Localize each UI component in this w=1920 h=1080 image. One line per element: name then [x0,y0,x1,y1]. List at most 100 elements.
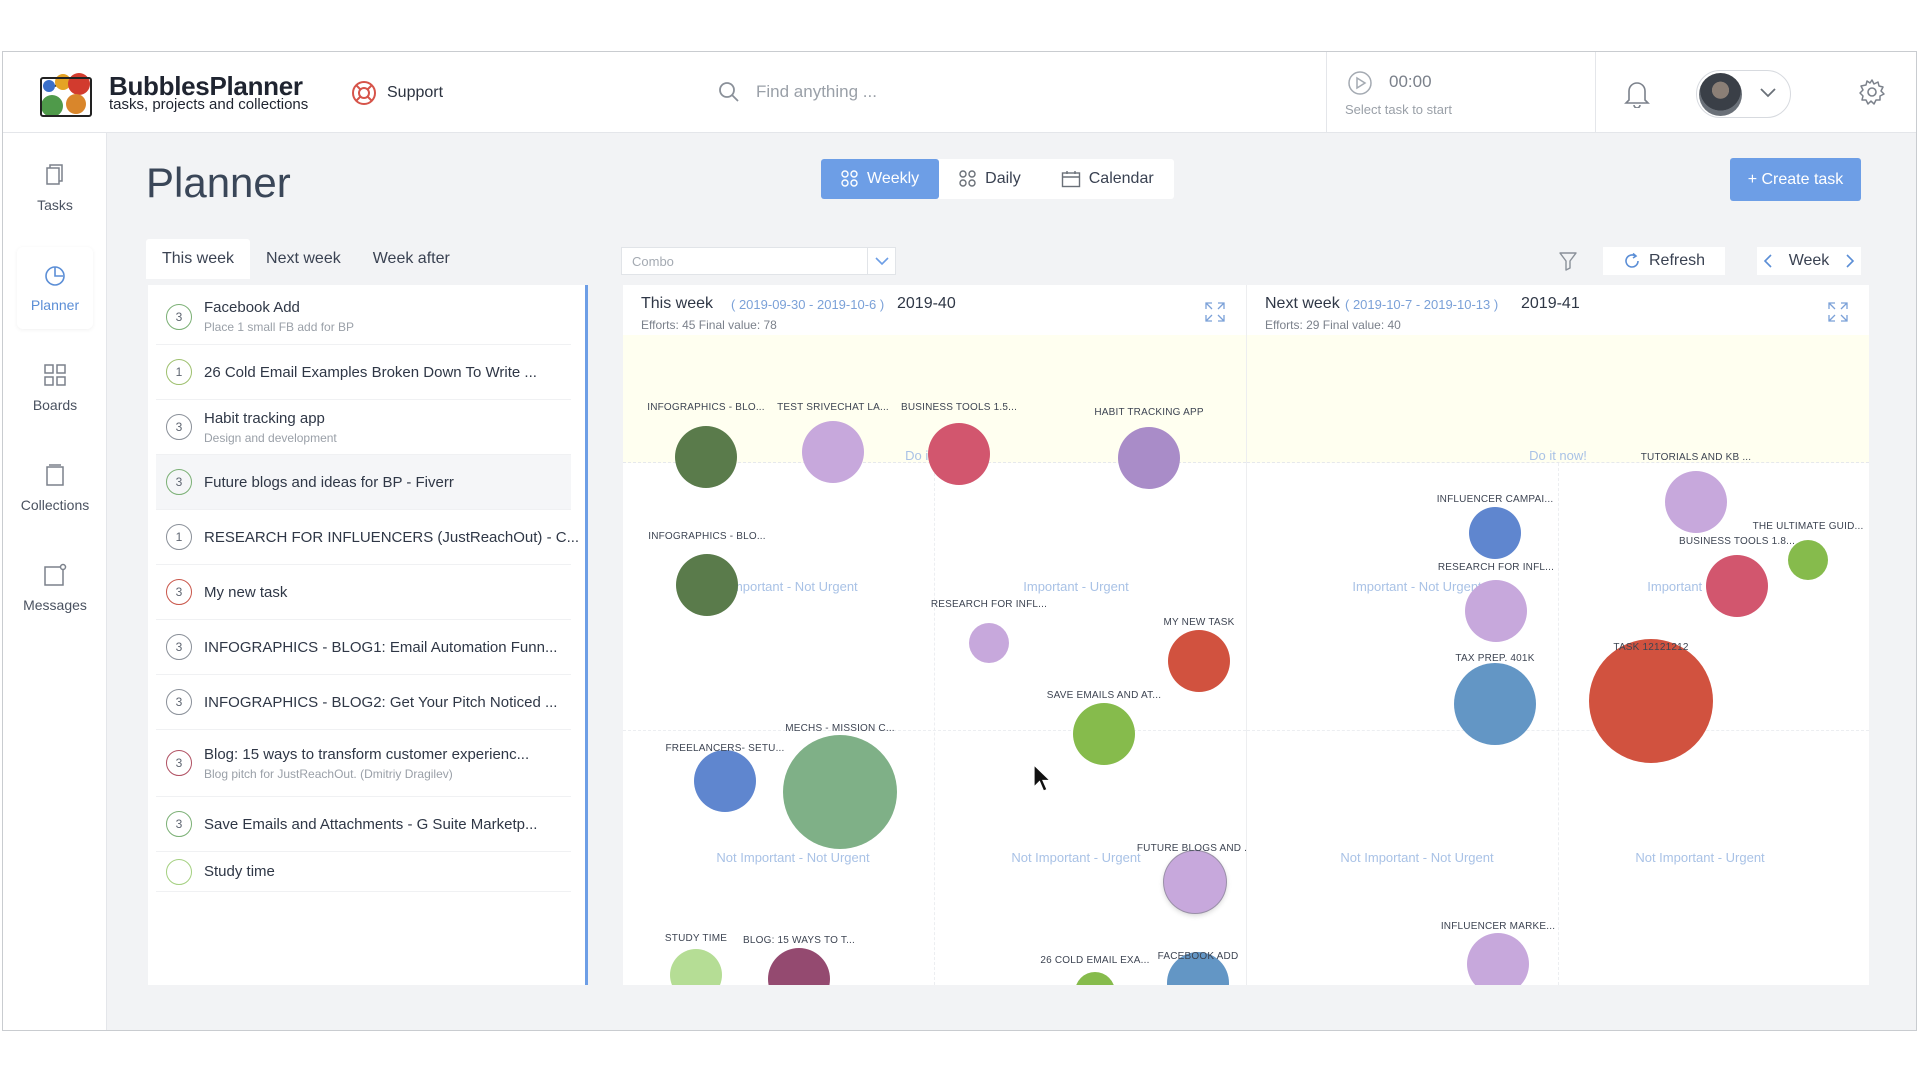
task-bubble[interactable] [1075,972,1115,985]
tab-next-week[interactable]: Next week [266,250,341,267]
task-list-item[interactable]: 3 INFOGRAPHICS - BLOG1: Email Automation … [156,620,571,675]
task-list-item[interactable]: 3 INFOGRAPHICS - BLOG2: Get Your Pitch No… [156,675,571,730]
bell-icon[interactable] [1623,78,1651,108]
next-week-button[interactable] [1839,247,1861,275]
task-bubble[interactable] [1467,933,1529,985]
task-effort-badge: 1 [166,524,192,550]
user-menu[interactable] [1696,70,1791,118]
refresh-button[interactable]: Refresh [1603,247,1725,275]
task-bubble-label: BUSINESS TOOLS 1.5... [900,402,1018,413]
task-bubble[interactable] [1706,555,1768,617]
prev-week-button[interactable] [1757,247,1779,275]
quadrant-label: Not Important - Not Urgent [1340,850,1494,865]
task-bubble-label: BUSINESS TOOLS 1.8... [1678,536,1796,547]
task-bubble-label: STUDY TIME [664,933,728,944]
task-list-item[interactable]: 3 Facebook Add Place 1 small FB add for BP [156,289,571,345]
task-text: INFOGRAPHICS - BLOG2: Get Your Pitch Not… [204,694,557,711]
task-effort-badge: 3 [166,634,192,660]
sidebar-item-planner[interactable]: Planner [17,247,93,329]
task-bubble[interactable] [783,735,897,849]
task-list-item[interactable]: 3 My new task [156,565,571,620]
calendar-icon [1061,171,1080,188]
filter-icon[interactable] [1558,251,1578,271]
task-text: My new task [204,584,287,601]
tab-this-week[interactable]: This week [146,239,251,279]
task-bubble-label: INFOGRAPHICS - BLO... [648,531,766,542]
task-effort-badge: 3 [166,414,192,440]
sidebar-item-messages[interactable]: Messages [17,547,93,629]
task-bubble[interactable] [1788,540,1828,580]
tab-label: Daily [985,170,1021,187]
task-title: INFOGRAPHICS - BLOG2: Get Your Pitch Not… [204,693,558,711]
task-title: 26 Cold Email Examples Broken Down To Wr… [204,363,537,381]
expand-icon[interactable] [1204,301,1226,323]
bubbles-icon [959,170,976,187]
expand-icon[interactable] [1827,301,1849,323]
task-bubble[interactable] [1118,427,1180,489]
task-list-item[interactable]: Study time [156,852,571,892]
week-tabs: This week Next week Week after [146,239,466,279]
play-icon[interactable] [1347,70,1373,96]
task-bubble[interactable] [694,750,756,812]
task-bubble[interactable] [1469,507,1521,559]
sidebar-item-tasks[interactable]: Tasks [17,147,93,229]
sidebar-item-collections[interactable]: Collections [17,447,93,529]
tab-calendar[interactable]: Calendar [1041,159,1174,199]
task-list-item[interactable]: 1 RESEARCH FOR INFLUENCERS (JustReachOut)… [156,510,579,565]
tab-daily[interactable]: Daily [939,159,1041,199]
task-list-item[interactable]: 3 Save Emails and Attachments - G Suite M… [156,797,571,852]
week-navigator: Week [1757,247,1861,275]
timer-hint: Select task to start [1345,102,1452,117]
task-bubble[interactable] [768,948,830,985]
task-bubble[interactable] [1665,471,1727,533]
task-bubble-label: INFOGRAPHICS - BLO... [647,402,765,413]
gear-icon[interactable] [1858,78,1886,106]
task-title: Future blogs and ideas for BP - Fiverr [204,473,454,491]
task-bubble-label: TUTORIALS AND KB ... [1640,452,1752,463]
task-effort-badge: 3 [166,579,192,605]
search-input[interactable] [756,82,1256,102]
tab-label: Calendar [1088,170,1154,187]
task-list-item[interactable]: 3 Habit tracking app Design and developmen… [156,400,571,455]
task-list-item[interactable]: 3 Blog: 15 ways to transform customer exp… [156,730,571,797]
week-panel-next-week: Next week ( 2019-10-7 - 2019-10-13 ) 201… [1246,285,1869,985]
brand-name: BubblesPlanner [109,71,303,101]
quadrant-label: Not Important - Not Urgent [716,850,870,865]
quadrant-label: Important - Urgent [1023,579,1129,594]
task-bubble[interactable] [676,554,738,616]
task-bubble[interactable] [675,426,737,488]
task-bubble[interactable] [969,623,1009,663]
task-bubble[interactable] [670,949,722,985]
sidebar-item-boards[interactable]: Boards [17,347,93,429]
task-subtitle: Place 1 small FB add for BP [204,320,355,334]
mouse-cursor-icon [1033,764,1052,792]
task-bubble[interactable] [1164,851,1226,913]
grid-divider [1247,730,1869,731]
task-bubble-label: TEST SRIVECHAT LA... [777,402,889,413]
bubblesplanner-logo[interactable] [39,68,99,118]
sidebar-item-label: Boards [32,397,78,413]
task-bubble[interactable] [928,423,990,485]
task-bubble-label: TASK 12121212 [1613,642,1689,653]
task-list-item[interactable]: 1 26 Cold Email Examples Broken Down To W… [156,345,571,400]
combo-dropdown-button[interactable] [867,248,895,274]
tab-week-after[interactable]: Week after [372,250,450,267]
task-text: Study time [204,863,275,880]
task-subtitle: Design and development [204,430,337,445]
task-bubble[interactable] [1454,663,1536,745]
task-bubble[interactable] [1168,630,1230,692]
task-bubble[interactable] [1073,703,1135,765]
support-link[interactable]: Support [351,80,443,106]
task-title: Save Emails and Attachments - G Suite Ma… [204,815,538,833]
task-list-item[interactable]: 3 Future blogs and ideas for BP - Fiverr [156,455,571,510]
create-task-button[interactable]: + Create task [1730,158,1861,201]
task-bubble[interactable] [1465,580,1527,642]
panel-week-code: 2019-41 [1521,295,1580,312]
sidebar-item-label: Planner [30,297,80,313]
task-title: Blog: 15 ways to transform customer expe… [204,745,530,763]
tab-weekly[interactable]: Weekly [821,159,940,199]
task-bubble[interactable] [1589,639,1713,763]
combo-select[interactable]: Combo [621,247,896,275]
panel-stats: Efforts: 45 Final value: 78 [641,318,777,332]
task-bubble[interactable] [802,421,864,483]
